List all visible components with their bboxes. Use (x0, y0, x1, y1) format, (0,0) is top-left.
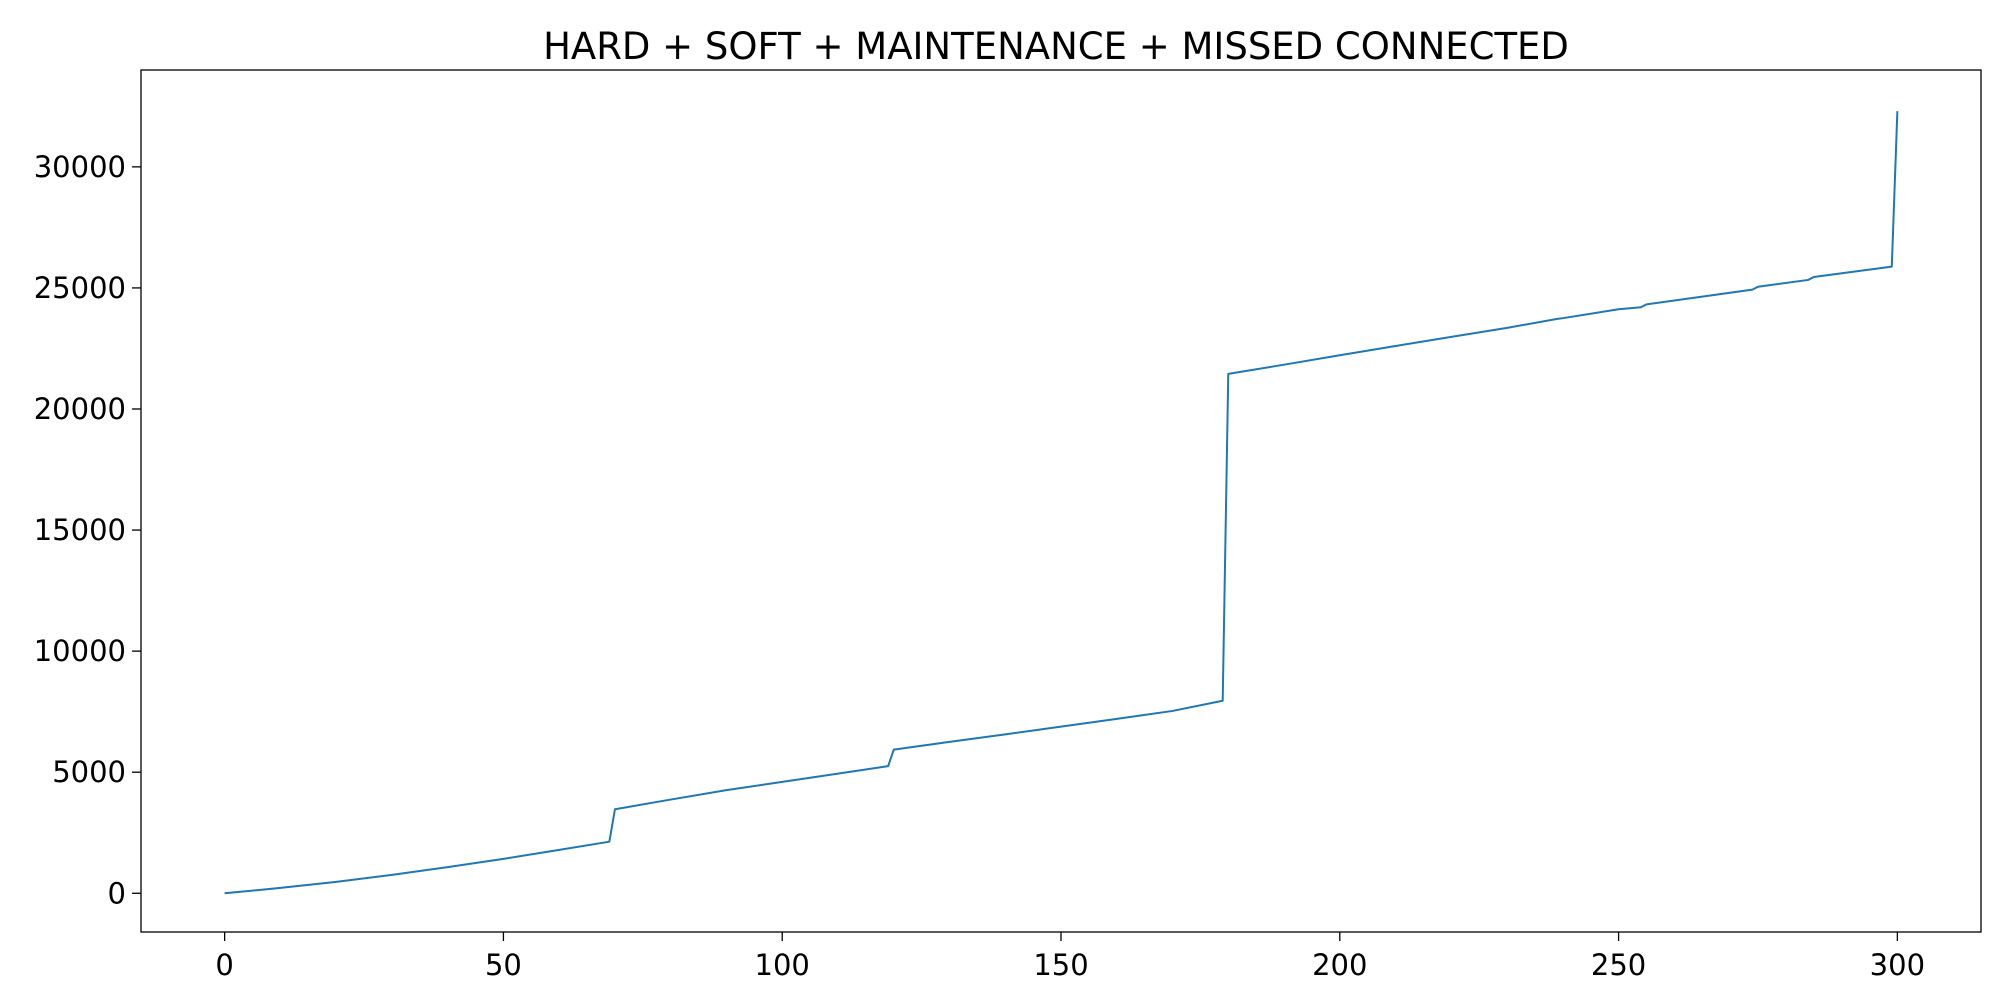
x-tick-label: 250 (1591, 948, 1646, 982)
x-tick-label: 150 (1033, 948, 1088, 982)
series-line-1 (224, 111, 1899, 895)
x-tick-label: 200 (1312, 948, 1367, 982)
x-tick-label: 0 (215, 948, 233, 982)
plot-area (224, 111, 1899, 895)
chart-title: HARD + SOFT + MAINTENANCE + MISSED CONNE… (543, 25, 1569, 68)
axes-frame (140, 69, 1982, 933)
x-axis: 0 50 100 150 200 250 300 (215, 932, 1925, 982)
y-tick-label: 10000 (34, 634, 126, 668)
y-tick-label: 25000 (34, 271, 126, 305)
x-tick-label: 50 (485, 948, 522, 982)
y-axis: 0 5000 10000 15000 20000 25000 30000 (34, 150, 141, 910)
x-tick-label: 300 (1870, 948, 1925, 982)
y-tick-label: 15000 (34, 513, 126, 547)
y-tick-label: 0 (108, 876, 126, 910)
y-tick-label: 5000 (52, 755, 126, 789)
y-tick-label: 30000 (34, 150, 126, 184)
x-tick-label: 100 (755, 948, 810, 982)
y-tick-label: 20000 (34, 392, 126, 426)
